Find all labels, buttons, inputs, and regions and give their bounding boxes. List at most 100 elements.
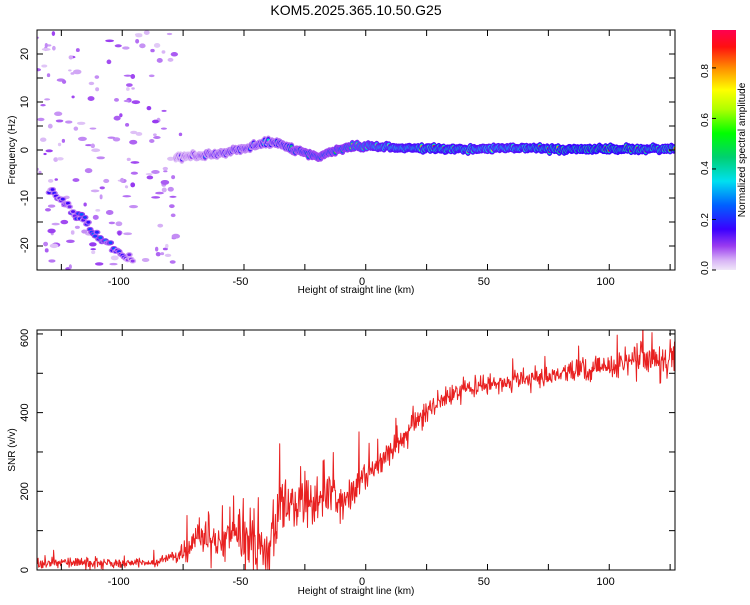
noise-blob [130, 182, 136, 188]
noise-blob [75, 48, 80, 52]
noise-blob [160, 252, 165, 256]
noise-blob [46, 73, 51, 78]
spectrogram-xtick-label: 0 [359, 276, 365, 288]
noise-blob [89, 127, 97, 130]
noise-blob [106, 59, 112, 65]
noise-blob [161, 109, 167, 112]
noise-blob [47, 228, 56, 234]
noise-blob [54, 111, 63, 116]
noise-blob [129, 205, 139, 209]
noise-blob [145, 173, 153, 176]
noise-blob [94, 262, 104, 266]
noise-blob [143, 30, 150, 36]
spectrogram-ylabel: Frequency (Hz) [7, 116, 18, 185]
noise-blob [131, 100, 141, 105]
noise-blob [162, 247, 168, 251]
spectrogram-panel: -100 -50 0 50 100 -20 -10 0 10 20 Height… [7, 29, 676, 296]
noise-blob [51, 31, 56, 36]
spectrogram-ytick-label: 20 [19, 48, 31, 60]
noise-blob [99, 186, 105, 190]
noise-blob [109, 262, 118, 266]
noise-blob [157, 223, 164, 228]
noise-blob [131, 87, 135, 90]
spectrogram-ytick-label: -10 [19, 190, 31, 206]
noise-blob [45, 149, 53, 153]
spectrogram-ytick-label: 0 [19, 147, 31, 153]
noise-blob [68, 55, 74, 60]
noise-blob [146, 105, 152, 111]
noise-blob [37, 117, 45, 122]
noise-blob [68, 69, 72, 72]
snr-xtick-label: 50 [478, 576, 490, 588]
noise-blob [170, 52, 179, 57]
noise-blob [41, 64, 48, 68]
noise-blob [139, 43, 146, 49]
noise-blob [135, 39, 140, 44]
noise-blob [166, 32, 173, 36]
colorbar-label: Normalized spectral amplitude [737, 82, 748, 217]
noise-blob [53, 157, 59, 162]
noise-blob [160, 127, 168, 130]
noise-blob [61, 79, 67, 84]
noise-blob [65, 120, 73, 124]
noise-blob [178, 132, 183, 137]
noise-blob [76, 121, 86, 125]
noise-blob [96, 156, 105, 160]
noise-blob [114, 44, 122, 48]
noise-blob [125, 83, 133, 87]
noise-blob [129, 139, 138, 145]
noise-blob [44, 98, 51, 101]
noise-blob [130, 161, 140, 164]
noise-blob [41, 47, 51, 51]
noise-blob [169, 195, 177, 198]
noise-blob [165, 243, 169, 249]
noise-blob [94, 75, 100, 79]
noise-blob [61, 138, 66, 143]
noise-blob [162, 166, 168, 171]
noise-blob [167, 156, 175, 161]
noise-blob [171, 233, 181, 239]
trace-core [67, 205, 72, 209]
noise-blob [43, 152, 47, 156]
trace-core [130, 259, 135, 263]
noise-blob [170, 213, 176, 218]
noise-blob [146, 175, 154, 180]
noise-blob [70, 230, 75, 235]
noise-blob [167, 186, 174, 192]
noise-blob [120, 177, 125, 183]
noise-blob [150, 48, 155, 53]
noise-blob [115, 221, 123, 227]
noise-blob [37, 68, 41, 72]
noise-blob [39, 137, 47, 142]
noise-blob [105, 39, 115, 43]
colorbar-tick-label: 0.0 [700, 261, 711, 275]
colorbar: 0.0 0.2 0.4 0.6 0.8 Normalized spectral … [700, 30, 748, 275]
noise-blob [153, 136, 161, 139]
noise-blob [114, 98, 119, 102]
noise-blob [71, 95, 75, 99]
noise-blob [73, 126, 79, 131]
snr-frame [36, 329, 676, 571]
trace-core [82, 216, 87, 219]
noise-blob [119, 113, 123, 118]
trace-core [108, 241, 113, 245]
noise-blob [66, 239, 75, 243]
snr-ytick-label: 400 [19, 403, 31, 421]
noise-blob [91, 250, 96, 255]
trace-core [127, 253, 132, 257]
noise-blob [103, 178, 110, 184]
noise-blob [90, 189, 100, 193]
noise-blob [105, 210, 114, 215]
noise-blob [44, 248, 49, 253]
noise-blob [155, 251, 161, 257]
noise-blob [113, 115, 121, 121]
noise-blob [156, 58, 163, 63]
noise-blob [160, 179, 170, 185]
noise-blob [91, 148, 101, 153]
noise-blob [123, 99, 130, 103]
noise-blob [164, 253, 172, 257]
spectrogram-ytick-label: 10 [19, 96, 31, 108]
noise-blob [90, 248, 97, 251]
noise-blob [88, 81, 95, 86]
noise-blob [155, 191, 164, 195]
